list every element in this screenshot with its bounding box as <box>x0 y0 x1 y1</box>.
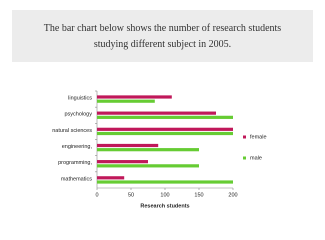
bar <box>97 164 199 168</box>
chart: Research students 0 50 100 150 200 linguistic… <box>52 90 267 209</box>
chart-title: The bar chart below shows the number of … <box>12 10 313 62</box>
x-tick-label: 100 <box>160 192 169 198</box>
x-axis-title: Research students <box>140 203 189 209</box>
bar <box>97 143 159 148</box>
y-tick-label: natural sciences <box>52 128 92 134</box>
legend-swatch <box>243 135 246 139</box>
bar <box>97 176 125 180</box>
bar <box>97 180 233 184</box>
x-tick-label: 50 <box>128 192 134 198</box>
legend-swatch <box>243 156 246 160</box>
y-tick-label: mathematics <box>61 176 92 182</box>
x-tick-label: 200 <box>228 192 237 198</box>
legend-label: female <box>250 134 267 140</box>
bar <box>97 127 233 131</box>
bar <box>97 111 216 115</box>
x-tick-label: 0 <box>95 192 98 198</box>
bar <box>97 99 155 103</box>
bar <box>97 131 233 136</box>
bar <box>97 95 172 99</box>
y-tick-label: programming, <box>58 160 92 166</box>
bar <box>97 148 199 152</box>
y-tick-label: psychology <box>64 112 92 118</box>
bar <box>97 115 233 119</box>
bar <box>97 160 148 164</box>
y-tick-label: engineering, <box>62 144 93 150</box>
page: The bar chart below shows the number of … <box>12 10 313 210</box>
x-tick-label: 150 <box>194 192 203 198</box>
y-tick-label: linguistics <box>68 96 92 102</box>
legend-label: male <box>250 155 262 161</box>
